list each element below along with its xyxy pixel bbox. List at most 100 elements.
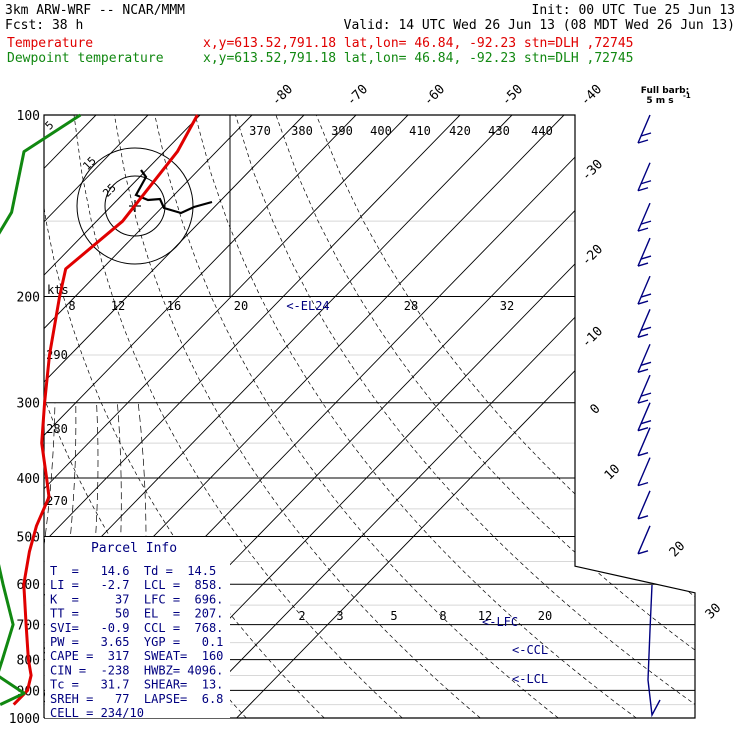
wind-barb bbox=[637, 427, 651, 457]
parcel-info-row: PW = 3.65 YGP = 0.1 bbox=[50, 635, 223, 649]
wind-barb-flag bbox=[640, 255, 652, 260]
wind-barb-flag bbox=[637, 481, 649, 487]
theta-label: 400 bbox=[370, 124, 392, 138]
pressure-tick-label: 200 bbox=[17, 291, 40, 306]
low-level-barbs bbox=[647, 584, 661, 718]
hodograph-trace bbox=[134, 169, 213, 215]
wind-barb-flag bbox=[637, 368, 649, 373]
mixing-ratio-label: 2 bbox=[298, 609, 305, 623]
mixing-ratio-label: 28 bbox=[404, 299, 418, 313]
wind-barb-staff bbox=[637, 162, 651, 192]
moist-adiabat bbox=[44, 402, 56, 718]
isotherm-label: -10 bbox=[579, 324, 606, 351]
mixing-ratio-label: 20 bbox=[538, 609, 552, 623]
header: 3km ARW-WRF -- NCAR/MMM Init: 00 UTC Tue… bbox=[5, 3, 735, 66]
wind-barb bbox=[637, 162, 652, 192]
parcel-info-row: T = 14.6 Td = 14.5 bbox=[50, 564, 216, 578]
temperature-legend: Temperature bbox=[7, 36, 93, 51]
pressure-tick-label: 300 bbox=[17, 397, 40, 412]
forecast-hour: Fcst: 38 h bbox=[5, 18, 83, 33]
wind-barb bbox=[637, 114, 652, 144]
wind-barb-flag bbox=[637, 427, 649, 432]
barb-legend-line1: Full barb: bbox=[641, 86, 689, 96]
wind-barb-flag bbox=[637, 550, 649, 555]
wind-barb-flag bbox=[640, 326, 652, 331]
dry-adiabat bbox=[114, 115, 481, 718]
parcel-info-row: CIN = -238 HWBZ= 4096. bbox=[50, 663, 223, 677]
isotherm-label: -20 bbox=[579, 242, 606, 269]
theta-side-label: 280 bbox=[46, 422, 68, 436]
dry-adiabat bbox=[0, 115, 12, 718]
isotherm-label: 30 bbox=[703, 601, 725, 623]
mixing-ratio-label: 3 bbox=[336, 609, 343, 623]
wind-barb bbox=[637, 202, 652, 232]
wind-barb bbox=[637, 275, 652, 305]
theta-label: 380 bbox=[291, 124, 313, 138]
pressure-tick-label: 400 bbox=[17, 472, 40, 487]
wind-barb-staff bbox=[637, 275, 651, 305]
isotherm bbox=[44, 115, 461, 718]
parcel-info-box: Parcel Info T = 14.6 Td = 14.5LI = -2.7 L… bbox=[45, 537, 230, 720]
wind-barb-staff bbox=[637, 237, 651, 267]
wind-barb-flag bbox=[640, 293, 652, 298]
temperature-point-info: x,y=613.52,791.18 lat,lon= 46.84, -92.23… bbox=[203, 36, 633, 51]
wind-barb-flag bbox=[637, 139, 649, 144]
parcel-info-row: SREH = 77 LAPSE= 6.8 bbox=[50, 692, 223, 706]
wind-barb-staff bbox=[637, 490, 651, 520]
isotherm bbox=[44, 115, 357, 718]
barb-legend-line2: 5 m s bbox=[646, 96, 673, 106]
theta-label: 420 bbox=[449, 124, 471, 138]
level-marker: <-LFC bbox=[482, 615, 518, 629]
plot-border bbox=[43, 114, 696, 719]
wind-barb-flag bbox=[637, 262, 649, 267]
wind-barb-staff bbox=[637, 202, 651, 232]
parcel-box-bg bbox=[45, 537, 230, 718]
theta-side-label: 270 bbox=[46, 494, 68, 508]
parcel-info-row: CAPE = 317 SWEAT= 160 bbox=[50, 649, 223, 663]
mixing-ratio-label: 12 bbox=[111, 299, 125, 313]
wind-barb bbox=[637, 374, 652, 404]
isotherm-label: -40 bbox=[578, 82, 605, 109]
wind-barb-staff bbox=[637, 343, 651, 373]
wind-barb bbox=[637, 457, 651, 487]
mixing-ratio-label: 16 bbox=[167, 299, 181, 313]
mixing-ratio-label: <-EL24 bbox=[286, 299, 329, 313]
model-title: 3km ARW-WRF -- NCAR/MMM bbox=[5, 3, 185, 18]
profile-lines bbox=[0, 113, 199, 706]
wind-barb-flag bbox=[640, 420, 652, 425]
isotherm bbox=[44, 115, 305, 718]
isotherm-label: -50 bbox=[499, 82, 526, 109]
pressure-tick-label: 1000 bbox=[9, 712, 40, 727]
hodograph-kts-label: kts bbox=[47, 283, 69, 297]
parcel-info-row: Tc = 31.7 SHEAR= 13. bbox=[50, 678, 223, 692]
dry-adiabat bbox=[154, 115, 559, 718]
mixing-ratio-label: 32 bbox=[500, 299, 514, 313]
wind-barb-flag bbox=[640, 132, 652, 137]
wind-barb-staff bbox=[637, 427, 651, 456]
wind-barb bbox=[637, 237, 652, 267]
theta-label: 430 bbox=[488, 124, 510, 138]
dry-adiabat bbox=[235, 115, 695, 718]
hodograph-ring bbox=[76, 147, 194, 265]
parcel-info-row: LI = -2.7 LCL = 858. bbox=[50, 578, 223, 592]
wind-barb-flag bbox=[637, 300, 649, 305]
barb-legend-superscript: -1 bbox=[683, 92, 691, 100]
init-time: Init: 00 UTC Tue 25 Jun 13 bbox=[532, 3, 736, 18]
pressure-tick-label: 100 bbox=[17, 109, 40, 124]
pressure-tick-label: 500 bbox=[17, 530, 40, 545]
wind-barb-flag bbox=[637, 333, 649, 338]
wind-barb-flag bbox=[637, 451, 649, 457]
mixing-ratio-label: 8 bbox=[68, 299, 75, 313]
level-marker: <-LCL bbox=[512, 672, 548, 686]
hodograph-ring-label: 25 bbox=[100, 181, 119, 200]
dewpoint-line bbox=[0, 113, 82, 706]
dry-adiabat bbox=[194, 115, 637, 718]
wind-barb-staff bbox=[637, 114, 651, 144]
isotherm bbox=[44, 115, 409, 718]
theta-label: 390 bbox=[331, 124, 353, 138]
theta-label: 410 bbox=[409, 124, 431, 138]
isotherm-label: 10 bbox=[602, 462, 624, 484]
isotherm-label: -70 bbox=[344, 82, 371, 109]
